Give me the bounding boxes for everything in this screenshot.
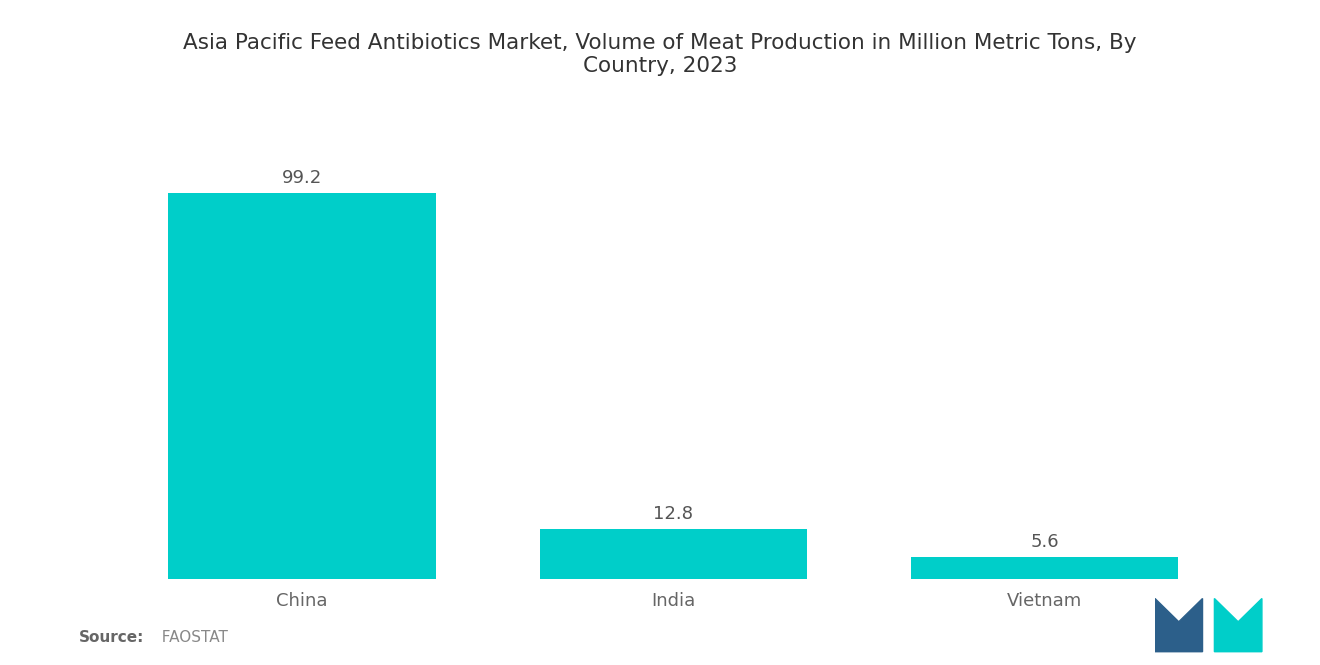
- Bar: [168, 193, 436, 579]
- Bar: [911, 557, 1177, 579]
- Text: Asia Pacific Feed Antibiotics Market, Volume of Meat Production in Million Metri: Asia Pacific Feed Antibiotics Market, Vo…: [183, 33, 1137, 76]
- Text: Source:: Source:: [79, 630, 145, 645]
- Text: FAOSTAT: FAOSTAT: [152, 630, 227, 645]
- Text: 12.8: 12.8: [653, 505, 693, 523]
- Polygon shape: [1214, 598, 1262, 652]
- Polygon shape: [1155, 598, 1203, 652]
- Bar: [540, 529, 807, 579]
- Text: 99.2: 99.2: [282, 169, 322, 187]
- Text: 5.6: 5.6: [1030, 533, 1059, 551]
